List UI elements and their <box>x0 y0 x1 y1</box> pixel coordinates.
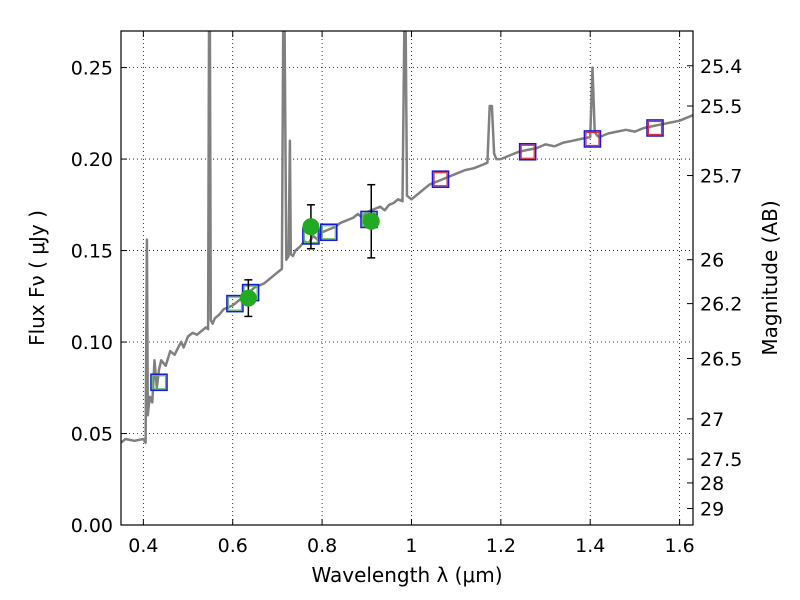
x-tick-label: 0.4 <box>128 535 158 557</box>
right-tick-label: 26 <box>700 250 724 272</box>
x-tick-label: 0.6 <box>218 535 248 557</box>
spectrum-series <box>121 31 693 444</box>
model-band-box <box>518 142 537 161</box>
right-tick-label: 25.5 <box>700 96 742 118</box>
model-band-marker <box>321 225 336 240</box>
y-tick-label: 0.10 <box>71 332 113 354</box>
right-tick-label: 26.5 <box>700 349 742 371</box>
y-axis-title: Flux Fν ( μJy ) <box>25 210 49 346</box>
model-band-marker <box>227 296 243 311</box>
model-band-marker <box>585 131 600 147</box>
measured-point <box>239 289 257 307</box>
measured-point <box>362 212 380 230</box>
model-band-box <box>431 170 450 188</box>
x-tick-label: 1.4 <box>575 535 605 557</box>
model-band-marker <box>647 120 663 136</box>
model-band-box <box>319 223 338 242</box>
right-tick-label: 27.5 <box>700 449 742 471</box>
y-tick-label: 0.00 <box>71 515 113 537</box>
model-band-marker <box>151 375 167 390</box>
model-band-box <box>646 119 664 137</box>
model-band-box <box>583 130 602 148</box>
x-axis-title: Wavelength λ (μm) <box>311 563 502 587</box>
right-tick-label: 28 <box>700 473 724 495</box>
y-tick-label: 0.05 <box>71 424 113 446</box>
y-tick-label: 0.25 <box>71 58 113 80</box>
right-tick-label: 25.7 <box>700 166 742 188</box>
x-tick-label: 1.6 <box>664 535 694 557</box>
y-tick-label: 0.20 <box>71 149 113 171</box>
measured-point <box>302 218 320 236</box>
plot-frame <box>120 30 694 526</box>
model-band-marker <box>433 172 448 187</box>
x-tick-label: 1 <box>405 535 417 557</box>
axis-ticks: 0.4 0.6 0.8 1 1.2 1.4 1.6 0.00 0.05 0.10 0.15 0.20 0… <box>71 31 742 557</box>
right-tick-label: 29 <box>700 499 724 521</box>
right-tick-label: 27 <box>700 409 724 431</box>
right-tick-label: 25.4 <box>700 56 742 78</box>
x-tick-label: 0.8 <box>307 535 337 557</box>
x-tick-label: 1.2 <box>486 535 516 557</box>
right-tick-label: 26.2 <box>700 294 742 316</box>
model-band-box <box>150 373 168 392</box>
spectrum-line <box>121 31 693 444</box>
measured-series <box>239 183 380 318</box>
model-band-marker <box>520 144 535 159</box>
y-axis-right-title: Magnitude (AB) <box>758 200 782 355</box>
y-tick-label: 0.15 <box>71 241 113 263</box>
